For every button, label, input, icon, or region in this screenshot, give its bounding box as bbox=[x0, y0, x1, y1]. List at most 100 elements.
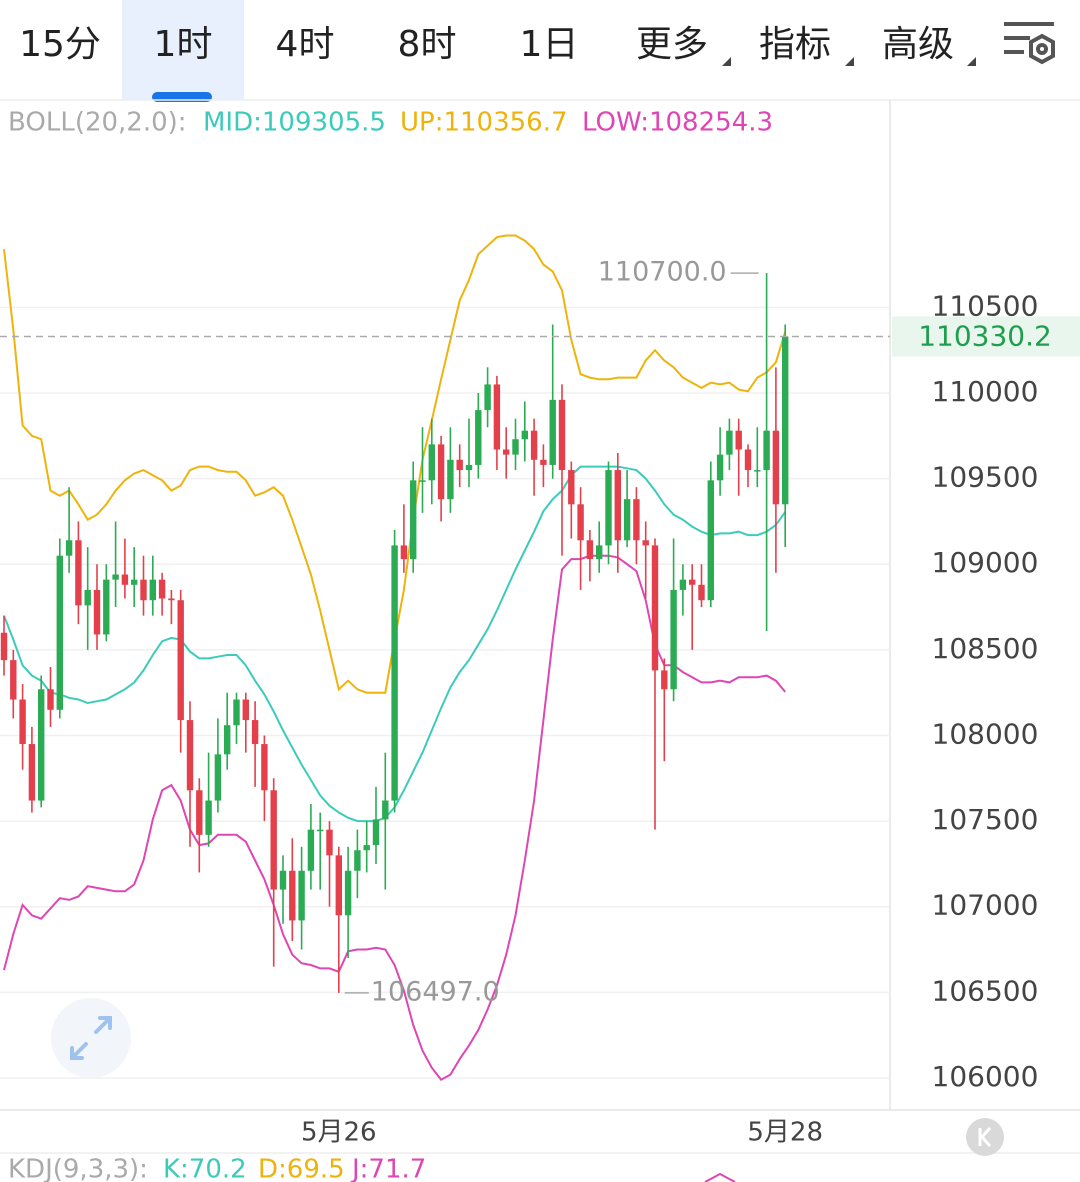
scroll-latest-button[interactable] bbox=[966, 1118, 1004, 1156]
candle-body bbox=[251, 720, 259, 745]
candle-body bbox=[484, 384, 491, 411]
active-tab-bg bbox=[122, 0, 244, 100]
candle-body bbox=[549, 399, 556, 465]
x-tick-label: 5月28 bbox=[747, 1118, 823, 1148]
candle-body bbox=[298, 870, 305, 921]
candle-body bbox=[10, 660, 17, 700]
kdj-entry: K:70.2 bbox=[163, 1155, 247, 1182]
candle-body bbox=[633, 499, 640, 541]
candle-body bbox=[475, 410, 482, 465]
candle-body bbox=[670, 589, 677, 690]
tab[interactable]: 高级 bbox=[882, 24, 954, 65]
min-label: 106497.0 bbox=[371, 976, 500, 1007]
candle-body bbox=[270, 790, 277, 890]
candle-body bbox=[93, 589, 101, 635]
candle-body bbox=[307, 829, 315, 871]
candle-body bbox=[177, 600, 184, 721]
candle-body bbox=[586, 540, 594, 560]
kdj-line-fragment bbox=[704, 1172, 736, 1182]
tab[interactable]: 更多 bbox=[636, 24, 708, 65]
candle-body bbox=[121, 574, 129, 585]
candle-body bbox=[642, 540, 649, 546]
labels: 106000 106500 107000 107500 108000 108500 1090… bbox=[0, 257, 1080, 1148]
candle-body bbox=[782, 336, 789, 505]
candle-body bbox=[47, 689, 54, 710]
candle-body bbox=[689, 579, 696, 585]
tab[interactable]: 指标 bbox=[759, 24, 831, 65]
tab[interactable]: 1日 bbox=[520, 24, 579, 65]
kdj-entry: D:69.5 bbox=[258, 1155, 345, 1182]
candle-body bbox=[410, 480, 417, 560]
candle-body bbox=[112, 574, 119, 580]
candle-body bbox=[344, 870, 352, 916]
candle-body bbox=[65, 540, 73, 556]
legend-entry: LOW:108254.3 bbox=[582, 108, 773, 138]
y-tick-label: 106000 bbox=[932, 1060, 1039, 1093]
candle-body bbox=[763, 430, 770, 471]
candle-body bbox=[363, 845, 370, 851]
candle-body bbox=[661, 670, 668, 690]
candle-body bbox=[465, 464, 473, 471]
y-tick-label: 108500 bbox=[932, 632, 1039, 665]
legend-entry: UP:110356.7 bbox=[400, 108, 568, 138]
candle-body bbox=[38, 689, 45, 801]
last-price-bg bbox=[892, 316, 1080, 357]
y-tick-label: 107000 bbox=[932, 889, 1039, 922]
candle-body bbox=[558, 399, 566, 471]
y-tick-label: 109000 bbox=[932, 546, 1039, 579]
expand-button[interactable] bbox=[51, 998, 131, 1078]
candle-body bbox=[716, 454, 724, 481]
candle-body bbox=[205, 800, 212, 835]
candle-body bbox=[335, 855, 342, 916]
candle-body bbox=[186, 720, 194, 791]
candle-body bbox=[568, 470, 575, 505]
candle-body bbox=[84, 589, 91, 606]
candle-body bbox=[158, 579, 166, 599]
candles bbox=[0, 273, 789, 993]
candle-body bbox=[279, 870, 287, 890]
candle-body bbox=[400, 545, 408, 560]
candle-body bbox=[651, 545, 659, 671]
candle-body bbox=[754, 470, 761, 472]
candle-body bbox=[428, 444, 435, 481]
y-tick-label: 106500 bbox=[932, 974, 1039, 1007]
legend-entry: MID:109305.5 bbox=[203, 108, 386, 138]
dropdown-arrows bbox=[722, 57, 976, 66]
candle-body bbox=[679, 579, 687, 590]
y-tick-label: 109500 bbox=[932, 461, 1039, 494]
candle-body bbox=[744, 449, 752, 471]
candle-body bbox=[493, 384, 501, 450]
candle-body bbox=[56, 555, 63, 710]
candle-body bbox=[326, 829, 333, 856]
tab[interactable]: 4时 bbox=[276, 24, 335, 65]
candle-body bbox=[224, 725, 231, 755]
kdj-entry: J:71.7 bbox=[350, 1155, 426, 1182]
candle-body bbox=[28, 744, 36, 801]
candle-body bbox=[391, 545, 398, 801]
settings-icon[interactable] bbox=[1004, 22, 1055, 65]
candle-body bbox=[726, 430, 733, 455]
indicator-title: BOLL(20,2.0): bbox=[8, 108, 187, 138]
candle-body bbox=[577, 504, 584, 541]
candle-body bbox=[19, 699, 26, 745]
candle-body bbox=[0, 632, 8, 661]
candle-body bbox=[623, 499, 631, 541]
candle-body bbox=[242, 699, 249, 721]
candle-body bbox=[354, 850, 361, 871]
tab[interactable]: 8时 bbox=[398, 24, 457, 65]
grid bbox=[0, 306, 890, 1079]
x-tick-label: 5月26 bbox=[301, 1118, 377, 1148]
candle-body bbox=[605, 470, 612, 546]
candle-body bbox=[521, 430, 528, 440]
candle-body bbox=[530, 430, 538, 460]
max-label: 110700.0 bbox=[598, 257, 727, 288]
candle-body bbox=[289, 870, 296, 921]
candle-body bbox=[512, 439, 519, 455]
candle-body bbox=[149, 579, 156, 601]
candle-body bbox=[596, 545, 603, 560]
tab[interactable]: 1时 bbox=[154, 24, 213, 65]
y-tick-label: 110000 bbox=[932, 375, 1039, 408]
candle-body bbox=[456, 459, 463, 471]
tab[interactable]: 15分 bbox=[19, 24, 101, 65]
